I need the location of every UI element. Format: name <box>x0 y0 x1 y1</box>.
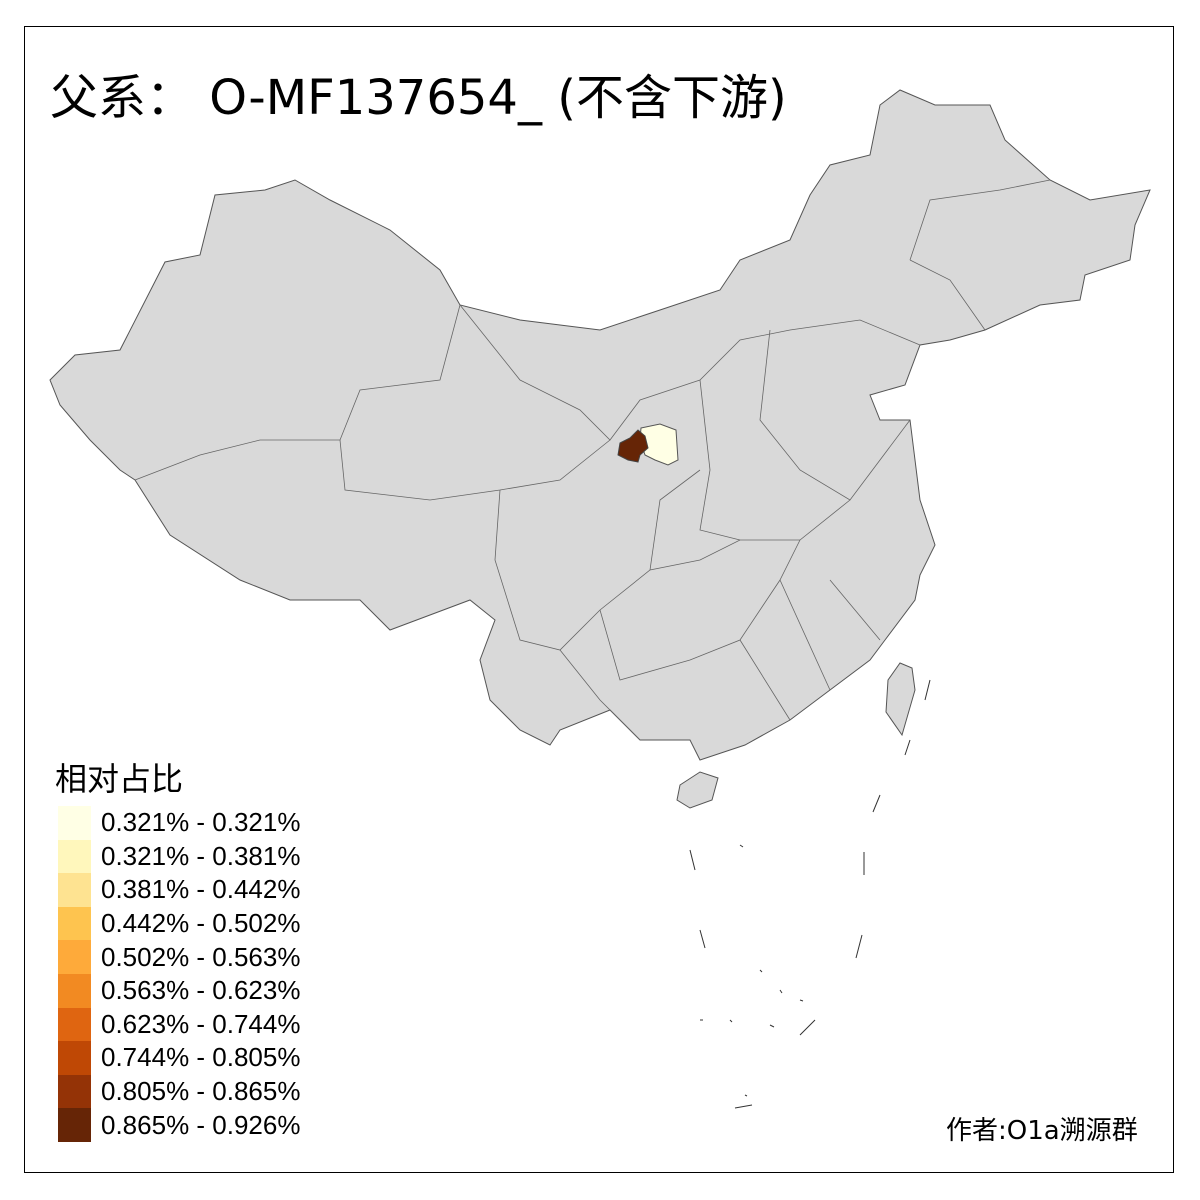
legend-swatch <box>58 1108 91 1142</box>
legend-label: 0.744% - 0.805% <box>101 1042 301 1073</box>
legend-label: 0.502% - 0.563% <box>101 941 301 972</box>
legend-title: 相对占比 <box>55 760 184 798</box>
legend-item: 0.321% - 0.381% <box>58 839 301 874</box>
legend-item: 0.321% - 0.321% <box>58 806 300 840</box>
legend-swatch <box>58 806 91 840</box>
region-class-9 <box>617 429 649 463</box>
map-title: 父系： O-MF137654_ (不含下游) <box>50 70 787 126</box>
taiwan-island <box>885 662 916 737</box>
legend-item: 0.805% - 0.865% <box>58 1074 301 1109</box>
legend-item: 0.381% - 0.442% <box>58 873 300 907</box>
legend-label: 0.563% - 0.623% <box>101 975 301 1006</box>
legend-swatch <box>58 1074 91 1109</box>
mainland-china <box>49 89 1151 761</box>
legend-item: 0.865% - 0.926% <box>58 1108 300 1142</box>
legend-label: 0.381% - 0.442% <box>101 874 301 905</box>
legend-item: 0.502% - 0.563% <box>58 940 300 974</box>
legend-item: 0.442% - 0.502% <box>58 906 301 941</box>
legend-item: 0.623% - 0.744% <box>58 1007 301 1042</box>
legend-item: 0.563% - 0.623% <box>58 973 301 1008</box>
legend: 0.321% - 0.321% 0.321% - 0.381% 0.381% - 0… <box>58 806 300 1142</box>
legend-label: 0.805% - 0.865% <box>101 1076 301 1107</box>
legend-swatch <box>58 1007 91 1042</box>
legend-label: 0.623% - 0.744% <box>101 1008 301 1039</box>
legend-label: 0.321% - 0.321% <box>101 807 301 838</box>
legend-swatch <box>58 839 91 874</box>
legend-swatch <box>58 873 91 907</box>
map-frame <box>24 26 1174 1173</box>
legend-swatch <box>58 940 91 974</box>
province-borders <box>134 179 1051 741</box>
legend-swatch <box>58 973 91 1008</box>
legend-label: 0.321% - 0.381% <box>101 840 301 871</box>
legend-item: 0.744% - 0.805% <box>58 1041 300 1075</box>
legend-label: 0.865% - 0.926% <box>101 1109 301 1140</box>
legend-swatch <box>58 906 91 941</box>
hainan-island <box>676 771 719 809</box>
legend-label: 0.442% - 0.502% <box>101 908 301 939</box>
legend-swatch <box>58 1041 91 1075</box>
south-china-sea-islands <box>689 679 931 1109</box>
author-credit: 作者:O1a溯源群 <box>946 1116 1138 1146</box>
